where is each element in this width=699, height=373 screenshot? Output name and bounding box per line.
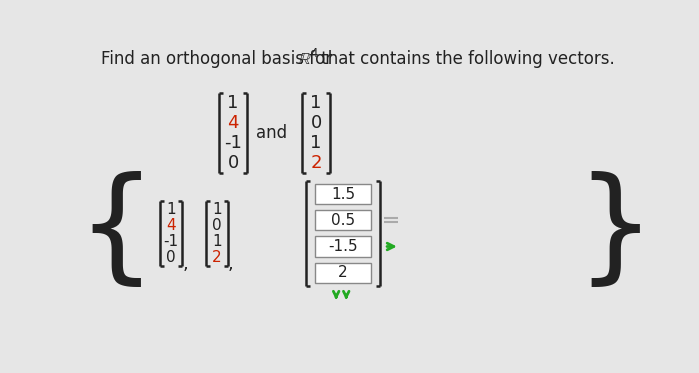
Text: 2: 2 (212, 250, 222, 265)
Text: 0: 0 (212, 218, 222, 233)
Text: 1: 1 (310, 94, 322, 112)
Text: $\mathbb{R}^4$: $\mathbb{R}^4$ (298, 49, 319, 69)
Text: 1: 1 (227, 94, 239, 112)
Text: 4: 4 (166, 218, 176, 233)
Text: 0.5: 0.5 (331, 213, 355, 228)
Text: ,: , (182, 255, 188, 273)
Text: 0: 0 (227, 154, 238, 172)
Text: $\}$: $\}$ (575, 171, 641, 292)
Text: 1: 1 (310, 134, 322, 152)
Text: 4: 4 (227, 114, 239, 132)
Text: 1: 1 (212, 202, 222, 217)
FancyBboxPatch shape (315, 210, 371, 231)
FancyBboxPatch shape (315, 184, 371, 204)
Text: Find an orthogonal basis for: Find an orthogonal basis for (101, 50, 338, 68)
Text: 2: 2 (310, 154, 322, 172)
Text: 2: 2 (338, 265, 348, 280)
FancyBboxPatch shape (315, 263, 371, 283)
Text: -1: -1 (224, 134, 242, 152)
Text: -1: -1 (164, 234, 179, 249)
Text: that contains the following vectors.: that contains the following vectors. (316, 50, 614, 68)
Text: 1: 1 (166, 202, 176, 217)
Text: -1.5: -1.5 (329, 239, 358, 254)
Text: 1.5: 1.5 (331, 186, 355, 202)
Text: 0: 0 (310, 114, 322, 132)
Text: 1: 1 (212, 234, 222, 249)
Text: and: and (257, 124, 287, 142)
Text: 0: 0 (166, 250, 176, 265)
Text: $\{$: $\{$ (76, 171, 142, 292)
FancyBboxPatch shape (315, 236, 371, 257)
Text: ,: , (228, 255, 233, 273)
